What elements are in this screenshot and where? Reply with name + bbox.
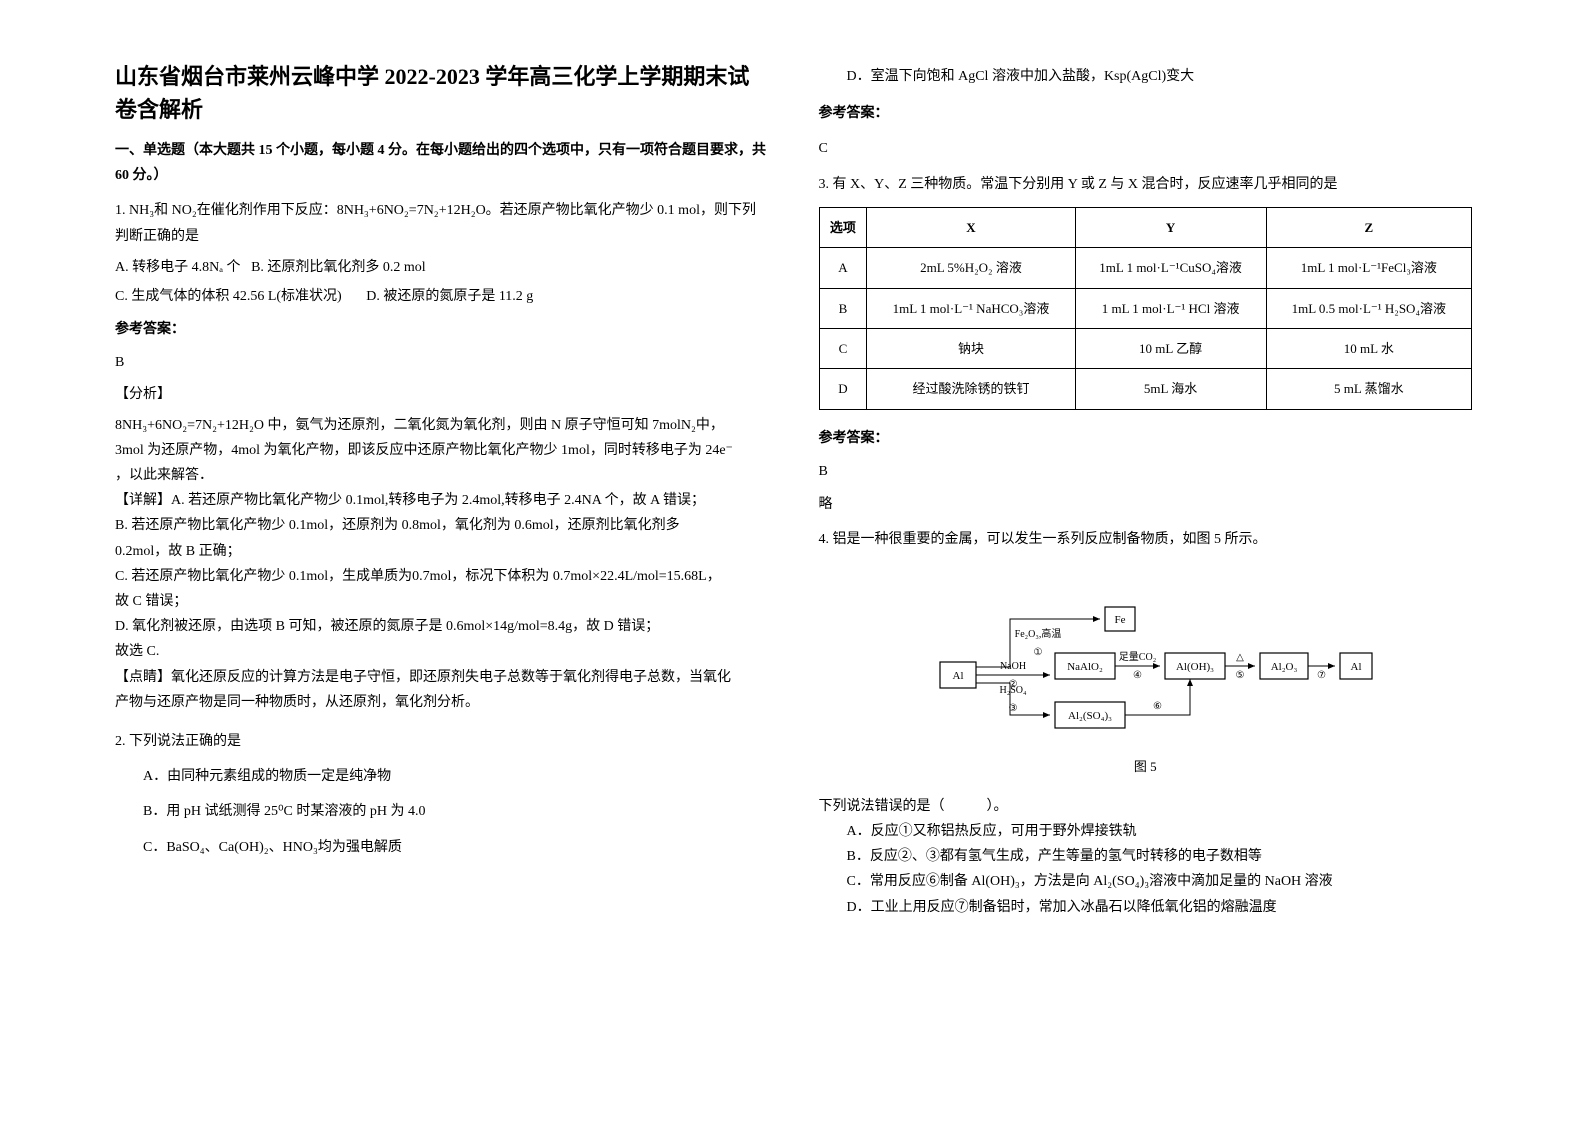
svg-text:Al: Al <box>1351 661 1362 673</box>
q3-stem: 3. 有 X、Y、Z 三种物质。常温下分别用 Y 或 Z 与 X 混合时，反应速… <box>819 172 1473 197</box>
svg-text:⑦: ⑦ <box>1317 670 1326 681</box>
q1-point-l2: 产物与还原产物是同一种物质时，从还原剂，氧化剂分析。 <box>115 690 769 715</box>
cell: 钠块 <box>867 328 1075 368</box>
q2-opt-d: D．室温下向饱和 AgCl 溶液中加入盐酸，Ksp(AgCl)变大 <box>819 64 1473 89</box>
cell: C <box>819 328 867 368</box>
table-row: D 经过酸洗除锈的铁钉 5mL 海水 5 mL 蒸馏水 <box>819 369 1472 409</box>
q4-opt-d: D．工业上用反应⑦制备铝时，常加入冰晶石以降低氧化铝的熔融温度 <box>819 895 1473 920</box>
cell: 5 mL 蒸馏水 <box>1266 369 1471 409</box>
svg-text:Al: Al <box>953 670 964 682</box>
q3-ref-label: 参考答案： <box>819 426 1473 451</box>
q2-stem: 2. 下列说法正确的是 <box>115 729 769 754</box>
svg-text:NaOH: NaOH <box>1000 661 1026 672</box>
cell: 1mL 1 mol·L⁻¹CuSO₄溶液 <box>1075 248 1266 288</box>
cell: A <box>819 248 867 288</box>
cell: 10 mL 乙醇 <box>1075 328 1266 368</box>
q4-prompt: 下列说法错误的是（ ）。 <box>819 794 1473 819</box>
cell: 5mL 海水 <box>1075 369 1266 409</box>
q2-opt-b: B．用 pH 试纸测得 25⁰C 时某溶液的 pH 为 4.0 <box>115 799 769 824</box>
svg-text:⑥: ⑥ <box>1153 701 1162 712</box>
q3-note: 略 <box>819 492 1473 517</box>
q1-analysis-l3: ，以此来解答． <box>115 463 769 488</box>
table-header-row: 选项 X Y Z <box>819 207 1472 247</box>
th-z: Z <box>1266 207 1471 247</box>
q1-opt-a: A. 转移电子 4.8Nₐ 个 <box>115 260 241 275</box>
svg-text:①: ① <box>1034 647 1043 658</box>
th-x: X <box>867 207 1075 247</box>
cell: 经过酸洗除锈的铁钉 <box>867 369 1075 409</box>
q4-opt-b: B．反应②、③都有氢气生成，产生等量的氢气时转移的电子数相等 <box>819 844 1473 869</box>
q2-ref-label: 参考答案： <box>819 101 1473 126</box>
cell: 2mL 5%H₂O₂ 溶液 <box>867 248 1075 288</box>
q1-point-l1: 【点睛】氧化还原反应的计算方法是电子守恒，即还原剂失电子总数等于氧化剂得电子总数… <box>115 665 769 690</box>
q1-detail-b-l2: 0.2mol，故 B 正确； <box>115 539 769 564</box>
q1-options-cd: C. 生成气体的体积 42.56 L(标准状况) D. 被还原的氮原子是 11.… <box>115 284 769 309</box>
q1-detail-d: D. 氧化剂被还原，由选项 B 可知，被还原的氮原子是 0.6mol×14g/m… <box>115 614 769 639</box>
th-y: Y <box>1075 207 1266 247</box>
cell: 1mL 0.5 mol·L⁻¹ H₂SO₄溶液 <box>1266 288 1471 328</box>
left-column: 山东省烟台市莱州云峰中学 2022-2023 学年高三化学上学期期末试卷含解析 … <box>90 60 794 1062</box>
q1-detail-c-l1: C. 若还原产物比氧化产物少 0.1mol，生成单质为0.7mol，标况下体积为… <box>115 564 769 589</box>
cell: D <box>819 369 867 409</box>
q1-opt-c: C. 生成气体的体积 42.56 L(标准状况) <box>115 289 342 304</box>
q1-opt-d: D. 被还原的氮原子是 11.2 g <box>366 289 533 304</box>
q4-stem: 4. 铝是一种很重要的金属，可以发生一系列反应制备物质，如图 5 所示。 <box>819 527 1473 552</box>
document-title: 山东省烟台市莱州云峰中学 2022-2023 学年高三化学上学期期末试卷含解析 <box>115 60 769 126</box>
q1-analysis-l1: 8NH₃+6NO₂=7N₂+12H₂O 中，氨气为还原剂，二氧化氮为氧化剂，则由… <box>115 413 769 438</box>
q2-answer: C <box>819 136 1473 161</box>
q1-detail-c-l2: 故 C 错误； <box>115 589 769 614</box>
svg-text:Al₂(SO₄)₃: Al₂(SO₄)₃ <box>1068 710 1112 722</box>
svg-text:④: ④ <box>1133 670 1142 681</box>
q1-analysis-l2: 3mol 为还原产物，4mol 为氧化产物，即该反应中还原产物比氧化产物少 1m… <box>115 438 769 463</box>
q1-conclusion: 故选 C. <box>115 639 769 664</box>
cell: 1mL 1 mol·L⁻¹FeCl₃溶液 <box>1266 248 1471 288</box>
table-row: B 1mL 1 mol·L⁻¹ NaHCO₃溶液 1 mL 1 mol·L⁻¹ … <box>819 288 1472 328</box>
q1-stem: 1. NH₃和 NO₂在催化剂作用下反应：8NH₃+6NO₂=7N₂+12H₂O… <box>115 198 769 248</box>
q2-opt-a: A．由同种元素组成的物质一定是纯净物 <box>115 764 769 789</box>
svg-text:⑤: ⑤ <box>1236 670 1245 681</box>
q1-options-ab: A. 转移电子 4.8Nₐ 个 B. 还原剂比氧化剂多 0.2 mol <box>115 255 769 280</box>
q1-analysis-label: 【分析】 <box>115 382 769 407</box>
right-column: D．室温下向饱和 AgCl 溶液中加入盐酸，Ksp(AgCl)变大 参考答案： … <box>794 60 1498 1062</box>
q4-opt-c: C．常用反应⑥制备 Al(OH)₃，方法是向 Al₂(SO₄)₃溶液中滴加足量的… <box>819 869 1473 894</box>
svg-text:③: ③ <box>1009 703 1018 714</box>
diagram-caption: 图 5 <box>819 755 1473 778</box>
svg-text:△: △ <box>1236 652 1244 663</box>
q1-answer: B <box>115 350 769 375</box>
cell: 1 mL 1 mol·L⁻¹ HCl 溶液 <box>1075 288 1266 328</box>
q3-answer: B <box>819 459 1473 484</box>
section-heading: 一、单选题（本大题共 15 个小题，每小题 4 分。在每小题给出的四个选项中，只… <box>115 138 769 188</box>
table-row: A 2mL 5%H₂O₂ 溶液 1mL 1 mol·L⁻¹CuSO₄溶液 1mL… <box>819 248 1472 288</box>
q1-ref-label: 参考答案： <box>115 317 769 342</box>
svg-text:足量CO₂: 足量CO₂ <box>1119 651 1156 663</box>
cell: 10 mL 水 <box>1266 328 1471 368</box>
svg-text:Al(OH)₃: Al(OH)₃ <box>1176 661 1214 673</box>
svg-text:Fe₂O₃,高温: Fe₂O₃,高温 <box>1015 627 1062 640</box>
svg-text:Al₂O₃: Al₂O₃ <box>1271 661 1298 673</box>
q4-diagram: Fe₂O₃,高温①NaOH②H₂SO₄③足量CO₂④△⑤⑥⑦AlFeNaAlO₂… <box>819 567 1473 778</box>
q1-opt-b: B. 还原剂比氧化剂多 0.2 mol <box>251 260 426 275</box>
cell: B <box>819 288 867 328</box>
svg-text:Fe: Fe <box>1115 614 1126 626</box>
th-option: 选项 <box>819 207 867 247</box>
q1-detail-a: 【详解】A. 若还原产物比氧化产物少 0.1mol,转移电子为 2.4mol,转… <box>115 488 769 513</box>
svg-text:H₂SO₄: H₂SO₄ <box>1000 685 1027 696</box>
q3-table: 选项 X Y Z A 2mL 5%H₂O₂ 溶液 1mL 1 mol·L⁻¹Cu… <box>819 207 1473 410</box>
table-row: C 钠块 10 mL 乙醇 10 mL 水 <box>819 328 1472 368</box>
flowchart-svg: Fe₂O₃,高温①NaOH②H₂SO₄③足量CO₂④△⑤⑥⑦AlFeNaAlO₂… <box>890 567 1400 747</box>
q1-detail-b-l1: B. 若还原产物比氧化产物少 0.1mol，还原剂为 0.8mol，氧化剂为 0… <box>115 513 769 538</box>
q4-opt-a: A．反应①又称铝热反应，可用于野外焊接铁轨 <box>819 819 1473 844</box>
q2-opt-c: C．BaSO₄、Ca(OH)₂、HNO₃均为强电解质 <box>115 835 769 860</box>
svg-text:NaAlO₂: NaAlO₂ <box>1067 661 1103 673</box>
cell: 1mL 1 mol·L⁻¹ NaHCO₃溶液 <box>867 288 1075 328</box>
